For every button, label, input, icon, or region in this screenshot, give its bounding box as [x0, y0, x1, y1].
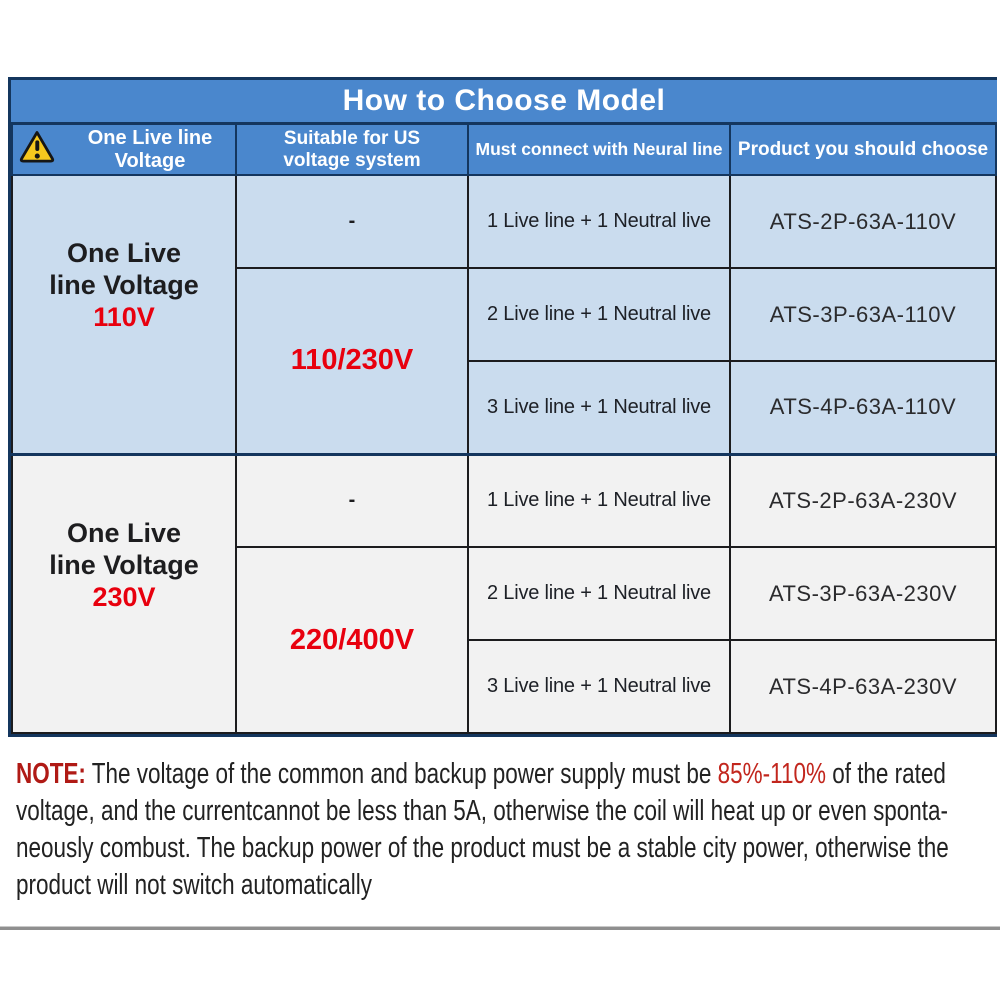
header-system-label: Suitable for US voltage system — [283, 127, 421, 171]
note-line-3: neously combust. The backup power of the… — [16, 832, 949, 864]
system-cell-110-230: 110/230V — [235, 267, 469, 455]
table-row: 3 Live line + 1 Neutral live ATS-4P-63A-… — [12, 360, 997, 455]
note-text: The voltage of the common and backup pow… — [85, 758, 718, 790]
model-selection-table: How to Choose Model — [8, 77, 997, 737]
header-system: Suitable for US voltage system — [235, 125, 469, 176]
note-line-4: product will not switch automatically — [16, 869, 373, 901]
connection-cell: 3 Live line + 1 Neutral live — [467, 360, 731, 455]
product-cell: ATS-4P-63A-230V — [729, 639, 997, 734]
product-cell: ATS-2P-63A-110V — [729, 174, 997, 269]
system-cell-dash: - — [235, 452, 469, 548]
voltage-line2: line Voltage — [49, 270, 199, 301]
warning-icon — [19, 130, 55, 169]
product-cell: ATS-4P-63A-110V — [729, 360, 997, 455]
header-voltage: One Live line Voltage — [11, 125, 237, 176]
table-row: One Live line Voltage 110V - 1 Live line… — [11, 174, 997, 455]
connection-cell: 1 Live line + 1 Neutral live — [467, 452, 731, 548]
table-title: How to Choose Model — [11, 80, 997, 125]
table-row: One Live line Voltage 230V - 1 Live line… — [11, 452, 997, 734]
table-row: 220/400V 2 Live line + 1 Neutral live AT… — [12, 546, 997, 734]
system-cell-220-400: 220/400V — [235, 546, 469, 734]
note-highlight: 85%-110% — [717, 758, 826, 790]
connection-cell: 2 Live line + 1 Neutral live — [467, 267, 731, 362]
voltage-value: 230V — [92, 581, 156, 612]
voltage-line2: line Voltage — [49, 549, 199, 580]
voltage-line1: One Live — [66, 517, 182, 548]
voltage-cell-230v: One Live line Voltage 230V — [11, 452, 237, 734]
header-connection-label: Must connect with Neural line — [475, 139, 723, 160]
connection-cell: 3 Live line + 1 Neutral live — [467, 639, 731, 734]
header-product-label: Product you should choose — [737, 138, 989, 160]
note-line-2: voltage, and the currentcannot be less t… — [16, 795, 949, 827]
model-table: One Live line Voltage Suitable for US vo… — [11, 125, 997, 734]
note-line-1: NOTE: The voltage of the common and back… — [16, 756, 1000, 793]
table-row: 110/230V 2 Live line + 1 Neutral live AT… — [12, 267, 997, 455]
table-header-row: One Live line Voltage Suitable for US vo… — [11, 125, 997, 176]
voltage-value: 110V — [93, 302, 155, 333]
voltage-line1: One Live — [66, 238, 182, 269]
note-text: of the rated — [825, 758, 946, 790]
bottom-divider — [0, 926, 1000, 930]
system-cell-dash: - — [235, 174, 469, 269]
connection-cell: 1 Live line + 1 Neutral live — [467, 174, 731, 269]
product-cell: ATS-2P-63A-230V — [729, 452, 997, 548]
product-cell: ATS-3P-63A-230V — [729, 546, 997, 641]
connection-cell: 2 Live line + 1 Neutral live — [467, 546, 731, 641]
table-row: 3 Live line + 1 Neutral live ATS-4P-63A-… — [12, 639, 997, 734]
voltage-cell-110v: One Live line Voltage 110V — [11, 174, 237, 455]
note-label: NOTE: — [16, 758, 86, 790]
note-paragraph: NOTE: The voltage of the common and back… — [16, 756, 1000, 904]
header-voltage-label: One Live line Voltage — [87, 126, 213, 172]
product-cell: ATS-3P-63A-110V — [729, 267, 997, 362]
header-connection: Must connect with Neural line — [467, 125, 731, 176]
header-product: Product you should choose — [729, 125, 997, 176]
